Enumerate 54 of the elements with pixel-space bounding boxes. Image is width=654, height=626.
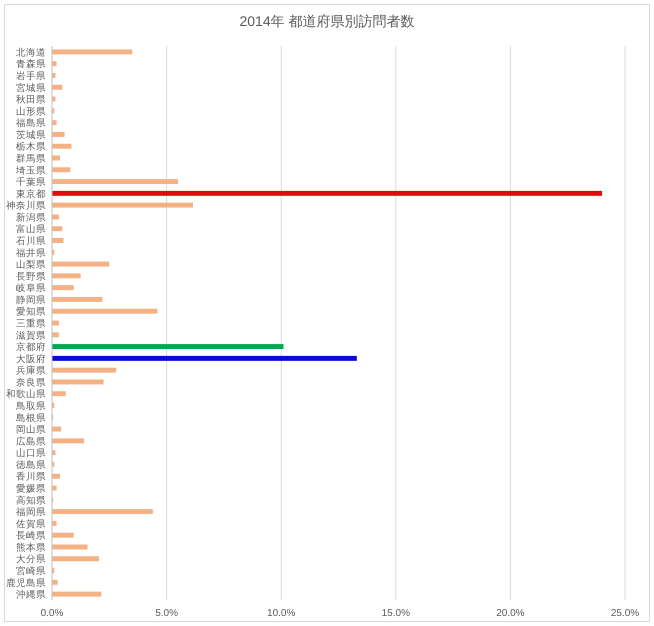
x-tick-label: 5.0% [155,608,178,619]
y-tick-label: 鹿児島県 [6,576,46,589]
y-tick-label: 青森県 [16,58,46,70]
y-tick-label: 埼玉県 [15,164,46,176]
y-tick-label: 島根県 [16,412,46,424]
y-tick-label: 富山県 [16,223,46,236]
y-tick-label: 福島県 [16,117,46,130]
y-tick-label: 東京都 [16,188,46,200]
x-tick-label: 25.0% [610,608,640,619]
y-tick-label: 兵庫県 [16,364,46,377]
y-tick-label: 秋田県 [16,94,46,106]
y-tick-label: 石川県 [16,234,46,247]
y-tick-label: 広島県 [16,435,46,448]
y-tick-label: 香川県 [16,470,46,483]
y-tick-label: 岩手県 [16,70,46,82]
y-tick-label: 奈良県 [16,376,46,388]
x-tick-label: 0.0% [40,608,64,619]
y-tick-label: 鳥取県 [15,400,46,412]
y-tick-label: 福井県 [16,246,46,259]
y-tick-label: 和歌山県 [6,388,46,400]
y-tick-label: 山梨県 [16,258,46,271]
y-tick-label: 宮崎県 [16,565,46,578]
y-tick-label: 茨城県 [16,128,46,141]
y-tick-label: 栃木県 [16,140,46,153]
y-tick-label: 山口県 [16,447,46,460]
x-tick-label: 10.0% [267,608,296,619]
y-tick-label: 宮城県 [16,82,46,94]
y-tick-label: 大分県 [16,553,46,566]
y-tick-label: 愛媛県 [16,482,46,495]
x-tick-label: 15.0% [382,608,410,619]
y-tick-label: 徳島県 [16,458,46,471]
y-tick-label: 熊本県 [16,541,46,554]
y-tick-label: 滋賀県 [16,329,46,342]
y-tick-label: 新潟県 [16,211,46,224]
y-tick-label: 岡山県 [16,424,46,436]
y-tick-label: 京都府 [16,341,46,354]
y-tick-label: 千葉県 [16,176,46,188]
y-tick-label: 三重県 [16,318,46,330]
y-tick-label: 長崎県 [16,530,46,542]
y-tick-label: 北海道 [16,46,46,58]
y-tick-label: 佐賀県 [16,518,46,530]
y-tick-label: 山形県 [16,105,46,118]
y-tick-label: 大阪府 [16,352,46,365]
y-tick-label: 長野県 [16,271,46,282]
y-tick-label: 神奈川県 [6,200,46,212]
y-tick-label: 沖縄県 [16,588,46,601]
y-tick-label: 岐阜県 [16,282,46,294]
y-tick-label: 高知県 [16,494,46,506]
y-tick-label: 静岡県 [16,294,46,306]
x-tick-label: 20.0% [496,608,525,619]
y-tick-label: 福岡県 [16,506,46,518]
y-tick-label: 群馬県 [16,152,46,164]
title: 2014年 都道府県別訪問者数 [239,13,415,29]
y-tick-label: 愛知県 [16,306,46,318]
